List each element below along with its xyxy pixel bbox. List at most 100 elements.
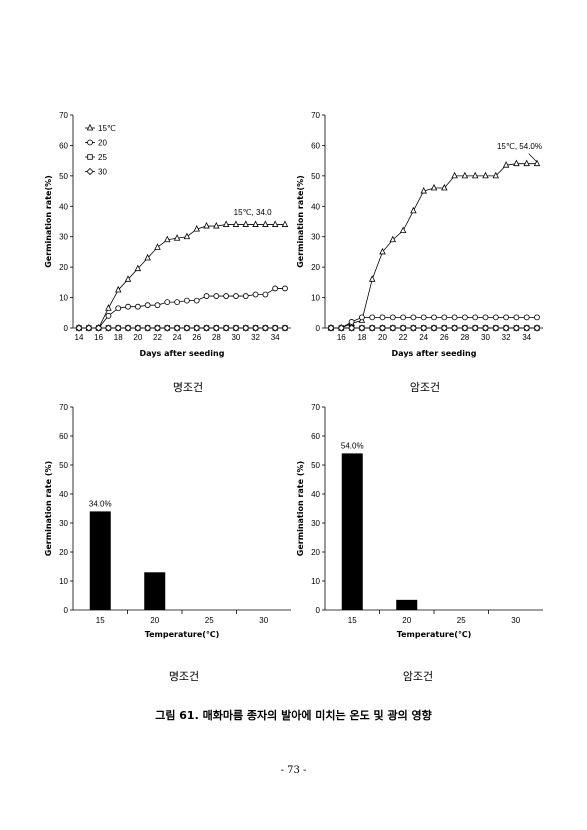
chart1-point [262,291,269,298]
chart1-point [252,291,259,298]
chart1-y-tick-label: 40 [59,202,68,211]
chart2-point [492,171,500,179]
chart2-point [420,314,427,321]
chart1-point [115,305,122,312]
chart1-point [85,324,93,332]
chart2-point [482,171,489,179]
chart1-x-tick-label: 20 [133,333,142,342]
chart1-point [144,302,151,309]
chart2-point [441,183,448,191]
chart1-x-tick-label: 16 [94,333,103,342]
chart2-point [389,235,397,243]
chart2-point [368,275,376,282]
chart3-y-tick-label: 0 [64,606,69,615]
chart3-y-tick-label: 60 [59,432,68,441]
chart1-point [242,220,250,227]
chart1-y-tick-label: 30 [59,233,68,242]
chart2-point [492,314,499,321]
chart1-point [242,293,249,299]
chart1-x-tick-label: 22 [153,333,162,342]
chart4-y-tick-label: 0 [316,606,321,615]
chart1-point [174,299,180,306]
chart3-annotation: 34.0% [89,499,112,508]
chart1-point [193,297,200,304]
chart1-point [124,324,132,332]
chart1-y-axis-title: Germination rate(%) [44,175,53,268]
chart4-y-tick-label: 20 [311,548,320,557]
chart2-point [369,314,376,321]
chart2-point [420,324,428,332]
chart1-point [271,324,279,332]
chart1-x-axis-title: Days after seeding [140,349,225,358]
chart4-bar-20 [396,599,418,610]
chart4-y-tick-label: 40 [311,490,320,499]
chart2-point [430,183,438,191]
chart2-point [399,324,407,332]
chart1-point [134,324,142,332]
chart1-legend-label: 15℃ [98,124,116,133]
chart1-point [153,324,162,332]
chart1-y-tick-label: 0 [64,324,69,333]
chart1-x-tick-label: 28 [212,333,221,342]
chart1-point [164,299,171,306]
chart1-point [163,324,171,332]
chart2-point [513,159,520,167]
chart1-x-tick-label: 18 [114,333,123,342]
chart2-y-tick-label: 0 [316,324,321,333]
chart3-y-tick-label: 70 [59,403,68,412]
chart2-annotation: 15℃, 54.0% [497,142,542,151]
chart1-point [213,293,220,299]
chart1-y-tick-label: 60 [59,141,68,150]
chart2-point [368,324,376,332]
chart1-point [134,264,142,272]
chart1-point [271,220,279,227]
chart4-y-tick-label: 30 [311,519,320,528]
chart1-point [173,324,181,332]
chart1-legend-marker [87,139,93,146]
chart1-point [203,293,210,299]
chart1-subtitle: 명조건 [172,381,204,394]
chart1-point [154,243,161,250]
chart2-point [471,171,479,179]
chart2-y-tick-label: 60 [311,141,320,150]
chart3-x-axis-title: Temperature(℃) [145,630,220,639]
chart1-x-tick-label: 24 [173,333,182,342]
chart3-x-tick-label: 20 [150,616,159,625]
chart3-y-tick-label: 20 [59,548,68,557]
chart1-point [105,304,112,311]
chart2-point [348,319,355,325]
chart1-point [233,293,239,299]
chart4-x-axis-title: Temperature(℃) [397,630,472,639]
chart2-y-tick-label: 40 [311,202,320,211]
chart2-y-tick-label: 10 [311,294,320,303]
chart2-y-tick-label: 20 [311,263,320,272]
chart1-point [282,285,288,292]
chart2-point [379,247,386,255]
chart1-point [193,225,200,232]
chart2-x-tick-label: 18 [357,333,366,342]
chart1-x-tick-label: 30 [231,333,240,342]
chart1-point [242,324,250,332]
chart4-y-tick-label: 50 [311,461,320,470]
chart1-point [184,297,190,304]
chart1-point [183,324,191,332]
chart1-point [222,220,230,227]
chart2-point [431,314,437,321]
chart1-point [144,253,151,261]
chart2-point [512,324,520,332]
chart2-point [389,324,397,332]
chart1-x-tick-label: 34 [271,333,280,342]
chart4-x-tick-label: 25 [457,616,466,625]
chart2-point [534,314,540,321]
chart1-point [75,324,83,332]
chart2-point [451,171,458,179]
chart1-point [223,293,230,299]
chart1-point [202,324,211,332]
chart2-x-tick-label: 24 [419,333,428,342]
chart3-y-tick-label: 10 [59,577,68,586]
chart2-point [523,324,531,332]
chart2-point [471,324,479,332]
chart1-point [125,303,131,310]
chart1-point [105,312,112,319]
chart4-x-tick-label: 15 [348,616,357,625]
